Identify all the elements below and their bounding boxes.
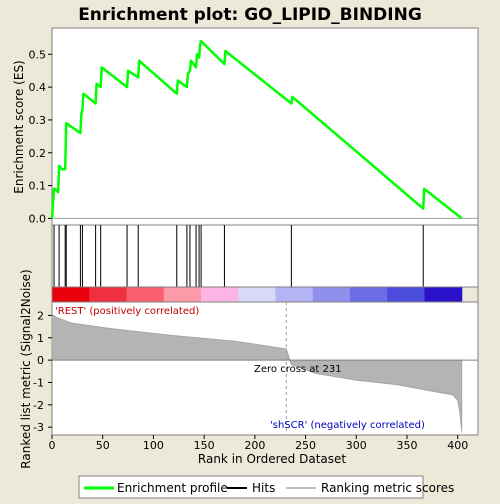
es-profile-polyline — [50, 39, 463, 220]
metric-y-tick-label: 2 — [37, 309, 44, 322]
zero-cross-label: Zero cross at 231 — [254, 364, 342, 375]
metric-y-tick-label: 0 — [37, 354, 44, 367]
metric-y-tick-label: 1 — [37, 332, 44, 345]
x-tick-label: 350 — [397, 439, 418, 452]
es-y-tick-label: 0.2 — [29, 147, 47, 160]
x-axis-label: Rank in Ordered Dataset — [198, 452, 346, 466]
es-y-axis: 0.0 0.1 0.2 0.3 0.4 0.5 — [29, 48, 52, 225]
heat-band-segment — [126, 287, 165, 302]
x-tick-label: 100 — [143, 439, 164, 452]
metric-y-tick-label: -2 — [33, 399, 44, 412]
legend-box — [78, 475, 424, 499]
es-y-tick-label: 0.4 — [29, 81, 47, 94]
es-y-axis-label: Enrichment score (ES) — [12, 60, 26, 193]
hits-area — [51, 224, 479, 288]
es-profile-line — [50, 39, 463, 220]
ranking-heat-band — [51, 286, 479, 303]
heat-band-segment — [52, 287, 90, 302]
es-plot-area — [51, 27, 479, 226]
legend-label-enrichment: Enrichment profile — [117, 481, 228, 495]
legend-label-hits: Hits — [252, 481, 275, 495]
heat-band-segment — [89, 287, 128, 302]
x-tick-label: 150 — [194, 439, 215, 452]
legend: Enrichment profile Hits Ranking metric s… — [78, 475, 454, 499]
heat-band-segment — [424, 287, 463, 302]
x-tick-label: 50 — [96, 439, 110, 452]
es-y-tick-label: 0.5 — [29, 48, 47, 61]
positive-correlated-label: 'REST' (positively correlated) — [55, 306, 199, 317]
x-tick-label: 200 — [244, 439, 265, 452]
es-y-tick-label: 0.1 — [29, 180, 47, 193]
negative-correlated-label: 'shSCR' (negatively correlated) — [270, 420, 425, 431]
heat-band-segment — [312, 287, 351, 302]
x-tick-label: 400 — [447, 439, 468, 452]
x-tick-label: 250 — [295, 439, 316, 452]
x-tick-label: 300 — [346, 439, 367, 452]
metric-y-tick-label: -1 — [33, 376, 44, 389]
ranking-metric-area — [51, 302, 478, 435]
heat-band-segment — [387, 287, 426, 302]
heat-band-segment — [275, 287, 314, 302]
x-axis: 0 50 100 150 200 250 300 350 400 — [49, 435, 468, 452]
es-y-tick-label: 0.0 — [29, 212, 47, 225]
chart-title: Enrichment plot: GO_LIPID_BINDING — [78, 5, 422, 25]
heat-band-segment — [350, 287, 388, 302]
x-tick-label: 0 — [49, 439, 56, 452]
heat-band-segment — [201, 287, 239, 302]
es-y-tick-label: 0.3 — [29, 114, 47, 127]
hits-marks — [53, 225, 424, 287]
metric-y-axis-label: Ranked list metric (Signal2Noise) — [19, 269, 33, 468]
metric-y-axis: 2 1 0 -1 -2 -3 — [33, 309, 52, 434]
legend-label-metric: Ranking metric scores — [321, 481, 454, 495]
metric-area-path — [51, 313, 463, 432]
heat-band-segment — [163, 287, 202, 302]
heat-band-segment — [238, 287, 277, 302]
metric-y-tick-label: -3 — [33, 421, 44, 434]
